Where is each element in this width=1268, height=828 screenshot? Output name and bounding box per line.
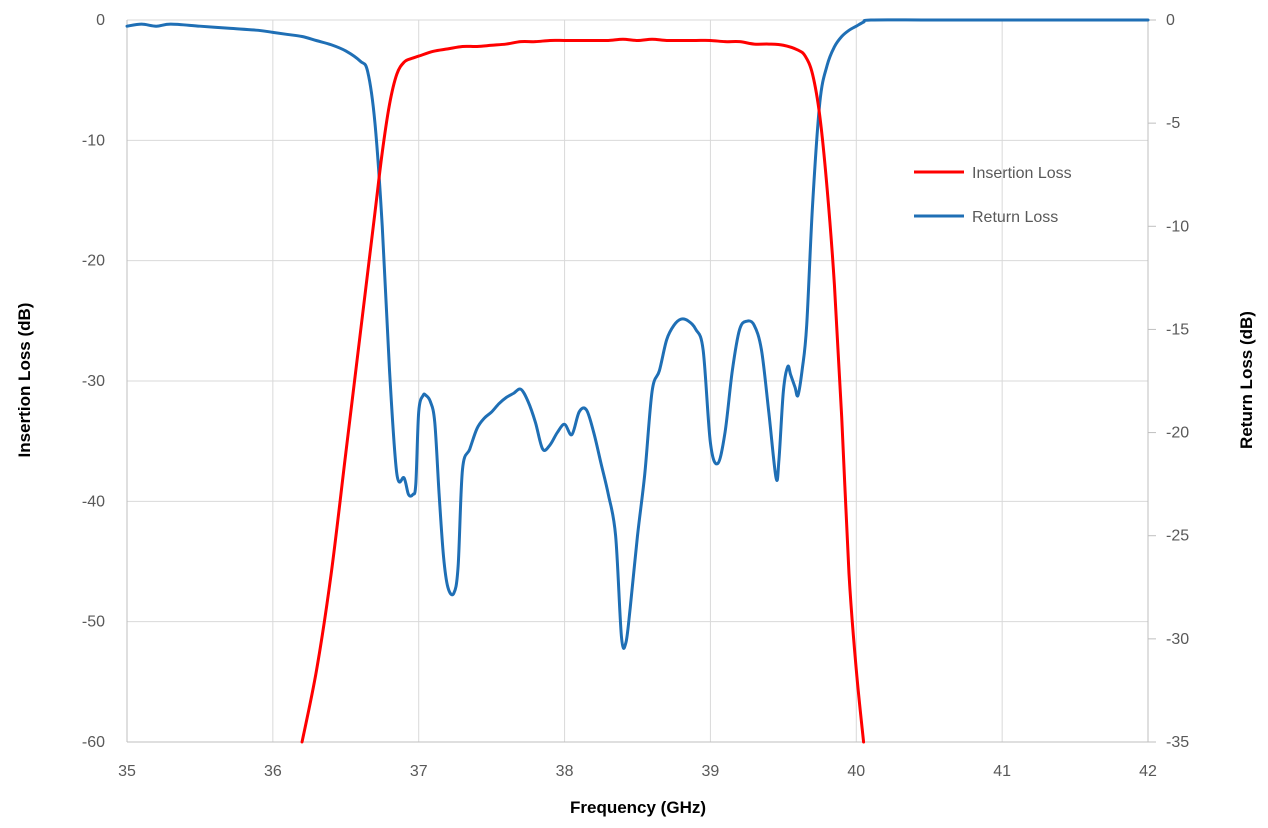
x-tick-label: 41 bbox=[993, 763, 1011, 780]
return-loss-line bbox=[125, 18, 1150, 650]
y2-tick-label: -10 bbox=[1166, 218, 1189, 235]
y2-axis-title: Return Loss (dB) bbox=[1237, 311, 1256, 449]
x-tick-label: 42 bbox=[1139, 763, 1157, 780]
legend: Insertion Loss Return Loss bbox=[914, 165, 1072, 226]
x-tick-label: 35 bbox=[118, 763, 136, 780]
y-tick-label: -30 bbox=[82, 373, 105, 390]
y-tick-label: -50 bbox=[82, 614, 105, 631]
y-axis-title: Insertion Loss (dB) bbox=[15, 303, 34, 458]
x-axis-title: Frequency (GHz) bbox=[570, 798, 706, 817]
x-tick-label: 36 bbox=[264, 763, 282, 780]
y2-tick-label: -15 bbox=[1166, 321, 1189, 338]
y-tick-label: -60 bbox=[82, 734, 105, 751]
y2-tick-label: -25 bbox=[1166, 528, 1189, 545]
legend-label-return-loss: Return Loss bbox=[972, 209, 1058, 226]
y2-tick-label: -30 bbox=[1166, 631, 1189, 648]
y2-tick-label: -5 bbox=[1166, 115, 1180, 132]
y2-tick-label: -35 bbox=[1166, 734, 1189, 751]
x-tick-label: 38 bbox=[556, 763, 574, 780]
x-tick-label: 39 bbox=[702, 763, 720, 780]
grid-layer bbox=[126, 19, 1149, 743]
y-tick-label: -40 bbox=[82, 493, 105, 510]
y2-tick-label: -20 bbox=[1166, 425, 1189, 442]
series-layer bbox=[125, 18, 1150, 744]
axis-titles: Frequency (GHz) Insertion Loss (dB) Retu… bbox=[15, 303, 1256, 817]
x-tick-label: 40 bbox=[847, 763, 865, 780]
y-tick-label: -20 bbox=[82, 253, 105, 270]
y-tick-label: -10 bbox=[82, 132, 105, 149]
axis-layer: 35 36 37 38 39 40 41 42 0 -10 -20 -30 -40 -50 -60 0 -5 -1… bbox=[82, 12, 1189, 780]
insertion-loss-line bbox=[300, 37, 866, 744]
y-tick-label: 0 bbox=[96, 12, 105, 29]
x-tick-label: 37 bbox=[410, 763, 428, 780]
legend-label-insertion-loss: Insertion Loss bbox=[972, 165, 1072, 182]
y2-tick-label: 0 bbox=[1166, 12, 1175, 29]
